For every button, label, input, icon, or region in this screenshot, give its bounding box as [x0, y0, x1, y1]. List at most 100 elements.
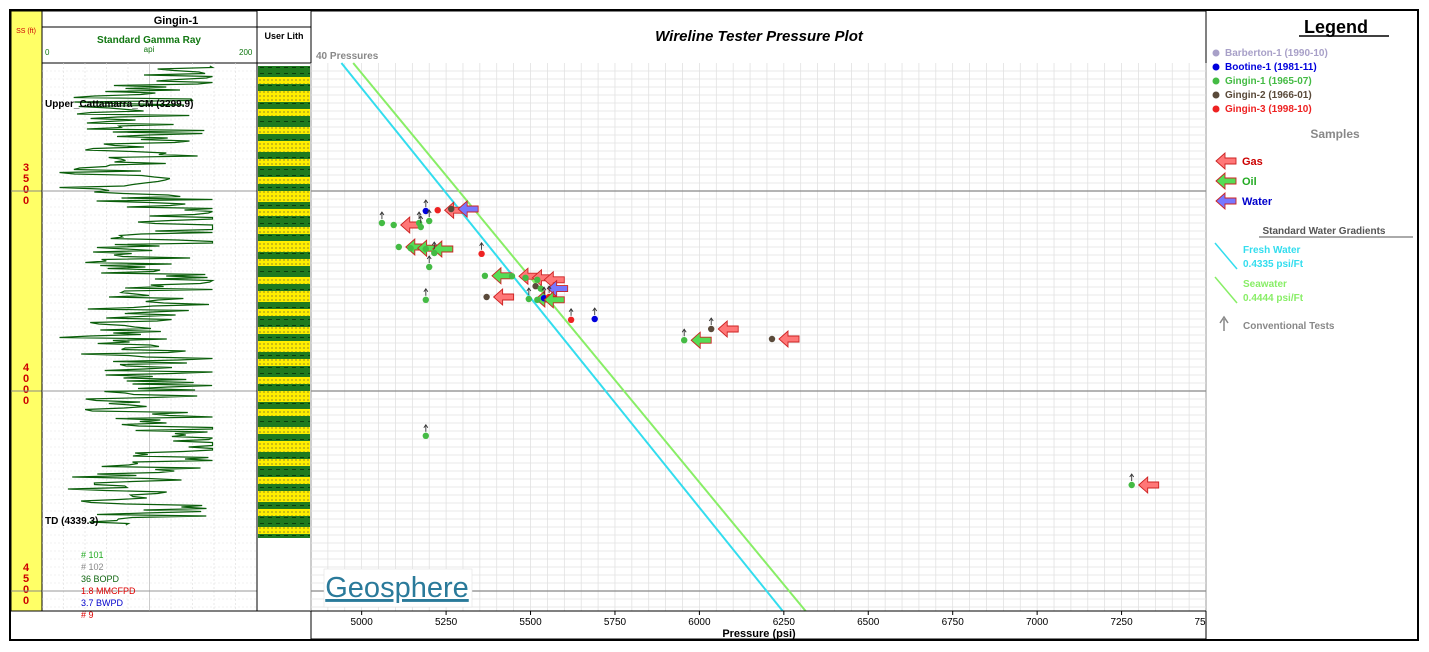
x-tick-label: 6000: [688, 617, 711, 628]
pressure-point: [525, 295, 532, 303]
test-annotation: 3.7 BWPD: [81, 598, 124, 608]
pressure-point: [417, 223, 424, 231]
legend-samples: Gas Oil Water: [1215, 151, 1273, 211]
legend-well-label: Gingin-3 (1998-10): [1225, 104, 1312, 115]
x-tick-label: 5250: [435, 617, 458, 628]
pressure-point: [567, 316, 575, 323]
test-annotation: # 101: [81, 550, 104, 560]
logo-text: Geosphere: [325, 572, 469, 604]
legend-conventional-label: Conventional Tests: [1243, 321, 1335, 332]
x-tick-labels: 5000 5250 5500 5750 6000 6250 6500 6750 7000 7250…: [351, 611, 1207, 628]
x-tick-label: 7000: [1026, 617, 1049, 628]
sample-arrow-oil: [432, 239, 454, 259]
lithology-track: User Lith: [256, 26, 312, 612]
lith-layer: [258, 441, 310, 452]
gradient-line-fresh-water: [340, 62, 784, 612]
lith-layer: [258, 377, 310, 384]
gradient-lines: [340, 62, 807, 612]
pressure-point: [534, 276, 541, 283]
sample-arrow-oil: [690, 331, 712, 350]
data-point: [390, 215, 422, 235]
legend-gradient-name: Fresh Water: [1243, 245, 1301, 256]
test-annotations: # 101 # 102 36 BOPD 1.8 MMCFPD 3.7 BWPD # 9: [81, 550, 136, 620]
legend-sample-item: Oil: [1215, 171, 1257, 191]
legend-well-label: Gingin-2 (1966-01): [1225, 90, 1312, 101]
legend-title: Legend: [1304, 17, 1368, 37]
pressure-point: [431, 249, 438, 257]
lith-layer: [258, 434, 310, 441]
lith-layer: [258, 416, 310, 427]
legend-gradient-swatch: [1214, 242, 1238, 270]
legend-gradients: Fresh Water 0.4335 psi/Ft Seawater 0.4444 p…: [1214, 242, 1304, 304]
data-point: [426, 209, 433, 225]
sample-arrow-gas: [717, 319, 739, 339]
lith-layer: [258, 209, 310, 216]
lith-layer: [258, 134, 310, 141]
lith-layer: [258, 316, 310, 327]
lith-layer: [258, 466, 310, 477]
legend-well-marker: [1212, 77, 1220, 85]
legend-well-marker: [1212, 105, 1220, 113]
legend-gradients-title: Standard Water Gradients: [1263, 226, 1386, 237]
pressure-point: [434, 207, 441, 214]
legend-well-label: Bootine-1 (1981-11): [1225, 62, 1317, 73]
data-point: [478, 241, 485, 257]
gamma-unit: api: [144, 45, 155, 54]
pressure-point: [390, 221, 397, 229]
legend-wells: Barberton-1 (1990-10) Bootine-1 (1981-11)…: [1212, 48, 1328, 115]
geosphere-logo: Geosphere: [323, 568, 473, 608]
data-points: [378, 199, 1160, 495]
lith-layer: [258, 409, 310, 416]
gamma-grid: [42, 63, 257, 611]
pressure-plot: Wireline Tester Pressure Plot 40 Pressur…: [310, 10, 1207, 640]
lith-layer: [258, 334, 310, 341]
lith-layer: [258, 527, 310, 534]
legend-well-item: Bootine-1 (1981-11): [1212, 62, 1317, 73]
legend-well-item: Gingin-3 (1998-10): [1212, 104, 1312, 115]
lith-layer: [258, 341, 310, 352]
formation-label: Upper_Cattamarra_CM (3299.9): [45, 99, 193, 110]
data-point: [431, 241, 438, 257]
lith-layer: [258, 141, 310, 152]
gamma-ray-track: Gingin-1 Standard Gamma Ray api 0 200 Up…: [41, 10, 311, 620]
lith-layer: [258, 234, 310, 241]
data-point: [483, 287, 515, 307]
legend-gradient-item: Fresh Water 0.4335 psi/Ft: [1214, 242, 1304, 270]
legend-sample-label: Gas: [1242, 156, 1263, 168]
depth-tick-digit: 0: [23, 584, 29, 596]
lith-layer: [258, 191, 310, 202]
gradient-line-seawater: [352, 62, 807, 612]
pressure-point: [422, 296, 429, 303]
td-label: TD (4339.3): [45, 516, 98, 527]
lith-layer: [258, 84, 310, 91]
lith-layer: [258, 502, 310, 509]
lith-layer: [258, 402, 310, 409]
lith-layer: [258, 216, 310, 227]
pressure-point: [481, 272, 489, 279]
lith-layer: [258, 152, 310, 159]
lith-layer: [258, 66, 310, 77]
data-point: [591, 307, 598, 323]
lith-layer: [258, 277, 310, 284]
lith-layer: [258, 102, 310, 109]
lith-layer: [258, 366, 310, 377]
data-point: [378, 211, 386, 227]
lith-layer: [258, 259, 310, 266]
legend-sample-item: Water: [1215, 191, 1273, 211]
data-point: [768, 329, 800, 349]
data-point: [422, 239, 454, 259]
pressure-point: [448, 205, 455, 213]
x-tick-label: 5000: [351, 617, 374, 628]
legend-well-marker: [1212, 91, 1220, 99]
x-tick-label: 75: [1194, 617, 1206, 628]
legend-gradient-swatch: [1214, 276, 1238, 304]
data-point: [1128, 473, 1160, 495]
data-point: [681, 328, 712, 350]
lith-layer: [258, 509, 310, 516]
depth-tick-digit: 0: [23, 595, 29, 607]
pressure-point: [426, 263, 433, 271]
